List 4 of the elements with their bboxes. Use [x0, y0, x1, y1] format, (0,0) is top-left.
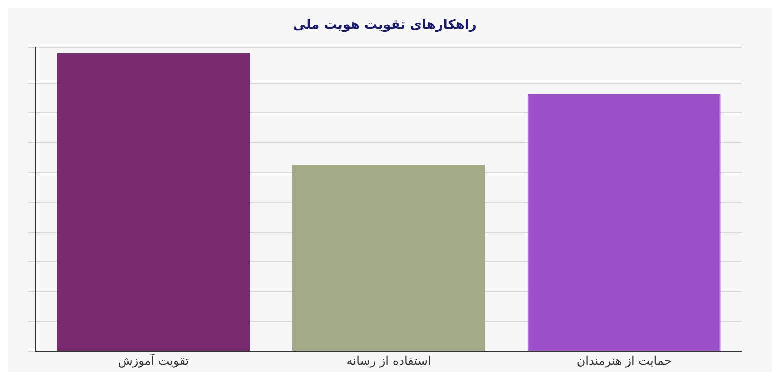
- chart-title: راهکارهای تقویت هویت ملی: [293, 18, 477, 34]
- x-tick-label: استفاده از رسانه: [346, 354, 432, 368]
- x-tick-label: حمایت از هنرمندان: [576, 354, 672, 368]
- x-tick-label: تقویت آموزش: [118, 352, 190, 368]
